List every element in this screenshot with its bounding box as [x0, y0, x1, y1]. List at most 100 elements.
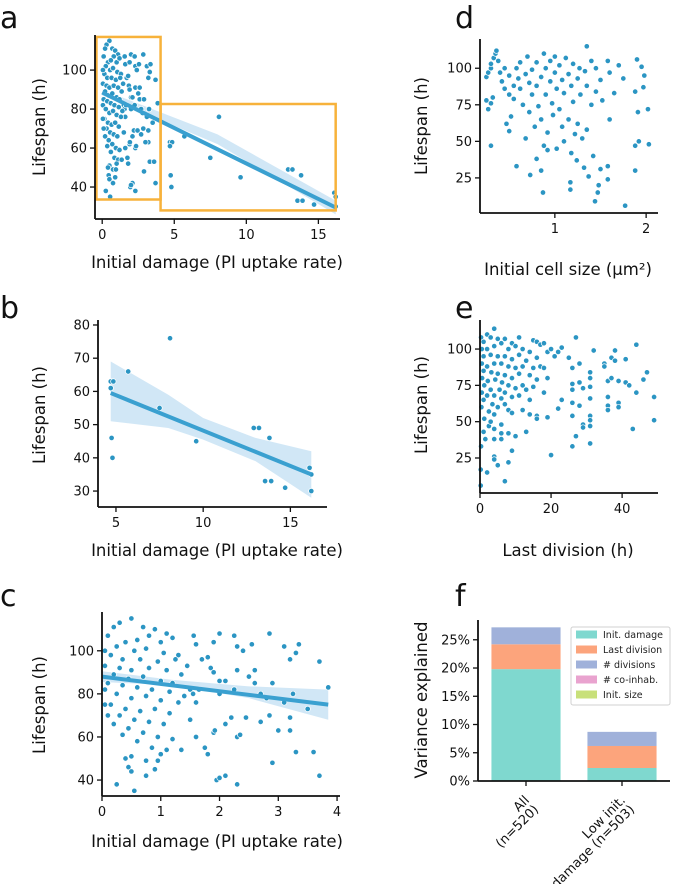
data-point: [533, 59, 540, 66]
x-tick-label: 15: [282, 516, 299, 531]
legend-label: # co-inhab.: [603, 675, 658, 686]
data-point: [131, 716, 138, 723]
data-point: [222, 772, 229, 779]
data-point: [257, 718, 264, 725]
data-point: [538, 73, 545, 81]
data-point: [569, 364, 576, 371]
data-point: [325, 684, 332, 691]
data-point: [167, 172, 174, 179]
x-tick-label: 15: [310, 228, 327, 243]
data-point: [136, 84, 143, 91]
data-point: [588, 101, 595, 108]
data-point: [207, 154, 214, 161]
panel-e: e 0 20 40 Last division (h) 25 50 75 100 Lifespan…: [412, 291, 658, 560]
data-point: [491, 325, 498, 332]
data-point: [505, 459, 512, 466]
data-point: [215, 113, 222, 120]
data-point: [143, 757, 150, 764]
data-point: [480, 353, 487, 360]
data-point: [216, 677, 223, 684]
data-point: [192, 641, 200, 648]
data-point: [522, 71, 529, 78]
data-point: [216, 774, 223, 781]
data-point: [125, 368, 132, 375]
data-point: [107, 148, 114, 155]
data-point: [494, 370, 501, 377]
data-point: [133, 143, 140, 150]
x-tick-label: 4: [333, 805, 341, 820]
data-point: [606, 69, 613, 76]
data-point: [501, 65, 508, 72]
data-point: [547, 57, 554, 64]
data-point: [113, 160, 120, 167]
data-point: [633, 389, 640, 396]
bar-segment: [491, 627, 561, 645]
data-point: [184, 662, 191, 669]
data-point: [544, 129, 551, 136]
data-point: [480, 338, 487, 345]
highlight-box: [159, 102, 337, 212]
data-point: [522, 135, 529, 142]
data-point: [115, 104, 122, 111]
data-point: [128, 768, 135, 775]
data-point: [549, 100, 556, 107]
data-point: [129, 94, 136, 101]
y-axis-label: Lifespan (h): [30, 366, 49, 464]
y-tick-label: 25%: [441, 633, 470, 648]
data-point: [204, 654, 211, 661]
data-point: [523, 386, 530, 393]
data-point: [495, 57, 502, 64]
y-tick-label: 40: [77, 774, 94, 789]
legend-swatch: [576, 690, 597, 699]
scatter-points: [107, 335, 315, 495]
data-point: [115, 84, 122, 91]
data-point: [112, 119, 119, 126]
data-point: [163, 630, 170, 637]
data-point: [140, 51, 147, 58]
x-tick-label: 2: [642, 222, 650, 237]
y-tick-label: 25: [455, 451, 472, 466]
data-point: [632, 167, 639, 174]
data-point: [135, 90, 142, 97]
data-point: [604, 176, 611, 183]
data-point: [116, 712, 123, 719]
data-point: [547, 78, 554, 85]
data-point: [576, 65, 583, 72]
data-point: [551, 353, 558, 360]
data-point: [118, 156, 125, 163]
data-point: [608, 375, 615, 382]
data-point: [496, 386, 503, 393]
data-point: [594, 189, 601, 196]
data-point: [245, 673, 252, 680]
data-point: [104, 164, 112, 171]
data-point: [487, 334, 494, 341]
data-point: [107, 701, 114, 708]
data-point: [488, 369, 495, 376]
data-point: [487, 100, 495, 107]
data-point: [483, 97, 490, 104]
data-point: [512, 364, 519, 371]
data-point: [501, 85, 508, 92]
data-point: [152, 76, 159, 83]
data-point: [128, 753, 135, 760]
data-point: [289, 690, 297, 697]
data-point: [491, 392, 498, 399]
data-point: [501, 478, 508, 485]
data-point: [207, 664, 214, 672]
data-point: [266, 434, 273, 441]
data-point: [505, 346, 512, 353]
data-point: [116, 55, 123, 62]
data-point: [515, 75, 522, 82]
data-point: [491, 360, 498, 367]
data-point: [573, 157, 580, 164]
data-point: [107, 385, 114, 392]
data-point: [581, 164, 588, 171]
data-point: [501, 372, 508, 379]
data-point: [163, 667, 170, 674]
data-point: [216, 630, 223, 637]
data-point: [140, 125, 147, 132]
data-point: [151, 158, 158, 165]
data-point: [503, 120, 510, 127]
data-point: [587, 440, 594, 447]
